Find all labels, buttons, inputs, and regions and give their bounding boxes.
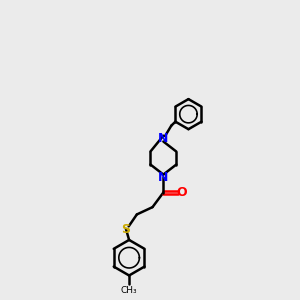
Text: O: O: [177, 186, 188, 199]
Text: CH₃: CH₃: [121, 286, 137, 295]
Text: N: N: [158, 132, 169, 145]
Text: N: N: [158, 171, 169, 184]
Text: S: S: [122, 223, 130, 236]
